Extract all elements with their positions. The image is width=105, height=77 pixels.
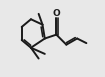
Text: O: O [53, 9, 61, 18]
